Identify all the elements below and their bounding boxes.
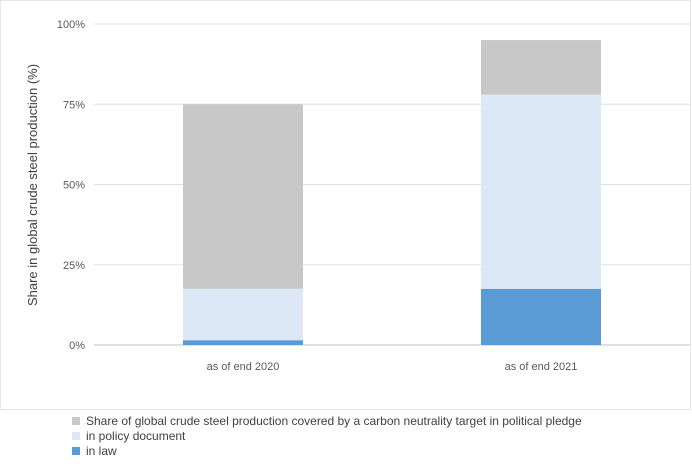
legend: Share of global crude steel production c… [72,413,582,458]
legend-item-pledge: Share of global crude steel production c… [72,413,582,428]
bar-segment-policy-1 [183,288,303,341]
plot-border [0,0,691,410]
legend-swatch-policy [72,431,80,440]
legend-swatch-law [72,446,80,455]
y-tick-label: 75% [63,99,85,111]
legend-swatch-pledge [72,416,80,425]
legend-label-policy: in policy document [86,428,186,443]
x-tick-label: as of end 2021 [505,361,578,373]
bar-segment-law-1 [183,340,303,345]
bar-segment-policy-2 [481,94,601,289]
legend-item-policy: in policy document [72,428,582,443]
y-tick-label: 25% [63,260,85,272]
y-tick-label: 0% [69,340,85,352]
bars [183,40,601,345]
y-axis-label: Share in global crude steel production (… [25,64,40,306]
x-tick-label: as of end 2020 [207,361,280,373]
chart-svg: 0%25%50%75%100% as of end 2020 as of end … [0,0,691,410]
bar-segment-law-2 [481,288,601,345]
legend-item-law: in law [72,443,582,458]
y-tick-labels: 0% 25% 50% 75% 100% [57,19,85,352]
y-tick-label: 100% [57,19,85,31]
bar-segment-pledge-1 [183,104,303,289]
bar-segment-pledge-2 [481,40,601,95]
x-tick-labels: as of end 2020 as of end 2021 [207,361,578,373]
y-tick-label: 50% [63,180,85,192]
legend-label-law: in law [86,443,117,458]
legend-label-pledge: Share of global crude steel production c… [86,413,582,428]
